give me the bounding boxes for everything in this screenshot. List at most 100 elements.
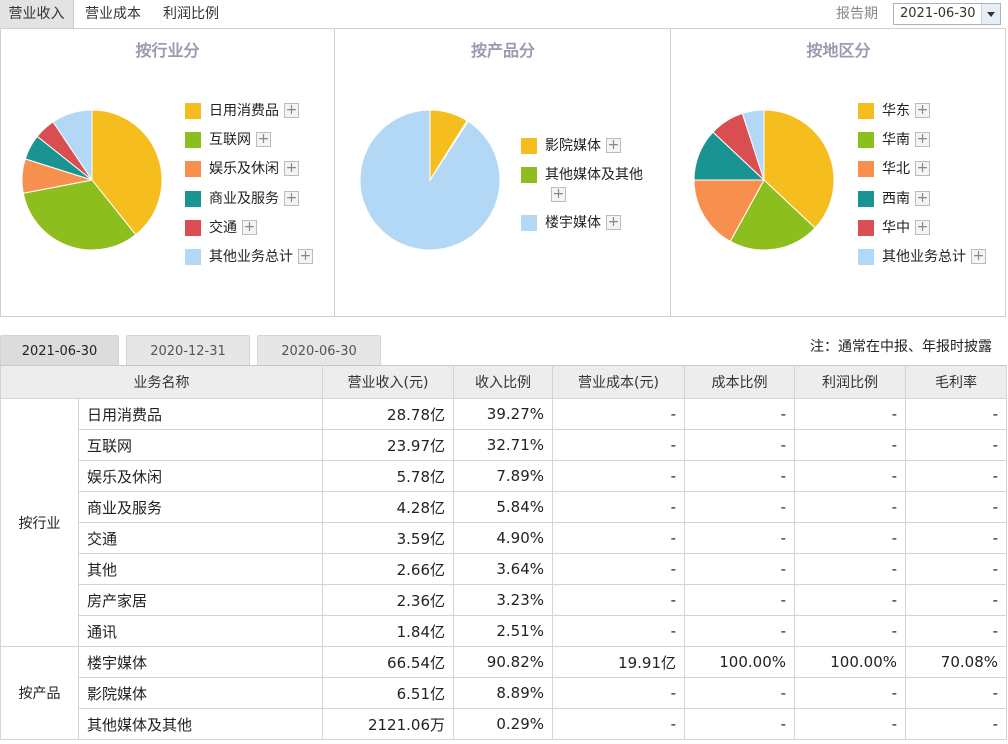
legend-label: 其他媒体及其他: [545, 167, 643, 184]
cell-value: 2.66亿: [322, 553, 454, 585]
tab-cost[interactable]: 营业成本: [85, 6, 141, 22]
pie-slice[interactable]: [693, 179, 765, 243]
legend-swatch: [858, 190, 874, 207]
legend-label: 华北: [882, 161, 910, 178]
expand-plus-icon[interactable]: +: [971, 248, 986, 264]
expand-plus-icon[interactable]: +: [284, 102, 299, 118]
table-row: 按行业 日用消费品 28.78亿 39.27% - - - -: [0, 398, 1007, 647]
legend-label: 影院媒体: [545, 138, 601, 154]
expand-plus-icon[interactable]: +: [284, 189, 299, 206]
expand-plus-icon[interactable]: +: [551, 186, 566, 203]
disclosure-note: 注：通常在中报、年报时披露: [810, 339, 992, 355]
cell-business-name: 互联网: [78, 429, 323, 461]
table-row: 其他媒体及其他 2121.06万 0.29% - - - -: [1, 708, 1007, 740]
report-period-value: 2021-06-30: [900, 6, 976, 21]
cell-value: 7.89%: [453, 460, 553, 492]
legend-label: 商业及服务: [209, 190, 279, 207]
cell-value: -: [794, 615, 906, 647]
cell-value: -: [684, 460, 795, 492]
cell-value: -: [794, 460, 906, 492]
period-tab-2021-06-30[interactable]: 2021-06-30: [0, 335, 119, 365]
cell-value: -: [905, 553, 1007, 585]
expand-plus-icon[interactable]: +: [298, 248, 313, 264]
legend-label: 华中: [882, 219, 910, 236]
legend-swatch: [185, 190, 201, 207]
cell-value: 23.97亿: [322, 429, 454, 461]
expand-plus-icon[interactable]: +: [915, 102, 930, 118]
cell-business-name: 影院媒体: [78, 677, 323, 709]
legend-label: 日用消费品: [209, 103, 279, 119]
cell-value: -: [794, 429, 906, 461]
cell-business-name: 其他: [78, 553, 323, 585]
cell-value: -: [552, 677, 685, 709]
row-group-label: 按行业: [0, 398, 79, 647]
tab-profit-ratio[interactable]: 利润比例: [163, 6, 219, 22]
pie-slice[interactable]: [359, 109, 501, 251]
pie-slice[interactable]: [741, 109, 765, 181]
cell-value: -: [684, 522, 795, 554]
cell-business-name: 商业及服务: [78, 491, 323, 523]
report-period-select[interactable]: 2021-06-30: [893, 3, 1001, 25]
pie-slice[interactable]: [729, 179, 816, 251]
expand-plus-icon[interactable]: +: [242, 218, 257, 235]
expand-plus-icon[interactable]: +: [606, 137, 621, 153]
cell-business-name: 其他媒体及其他: [78, 708, 323, 740]
cell-value: -: [552, 522, 685, 554]
table-row: 互联网 23.97亿 32.71% - - - -: [1, 429, 1007, 461]
legend-swatch: [185, 161, 201, 178]
period-tab-2020-12-31[interactable]: 2020-12-31: [126, 335, 250, 365]
chevron-down-icon[interactable]: [981, 4, 1000, 24]
cell-value: 8.89%: [453, 677, 553, 709]
cell-value: 5.84%: [453, 491, 553, 523]
legend-swatch: [185, 132, 201, 149]
cell-business-name: 日用消费品: [78, 398, 323, 430]
cell-value: -: [552, 398, 685, 430]
pie-slice[interactable]: [22, 179, 137, 251]
cell-business-name: 娱乐及休闲: [78, 460, 323, 492]
cell-value: 19.91亿: [552, 646, 685, 678]
cell-value: -: [794, 553, 906, 585]
period-tab-2020-06-30[interactable]: 2020-06-30: [257, 335, 381, 365]
cell-value: -: [684, 677, 795, 709]
cell-business-name: 房产家居: [78, 584, 323, 616]
legend-label: 互联网: [209, 132, 251, 149]
cell-value: 5.78亿: [322, 460, 454, 492]
cell-value: -: [905, 398, 1007, 430]
legend-swatch: [858, 249, 874, 265]
cell-value: -: [552, 491, 685, 523]
pie-slice[interactable]: [91, 109, 163, 236]
tab-revenue[interactable]: 营业收入: [0, 0, 74, 28]
cell-value: -: [905, 677, 1007, 709]
cell-value: 32.71%: [453, 429, 553, 461]
header-revenue: 营业收入(元): [322, 365, 454, 399]
table-row: 其他 2.66亿 3.64% - - - -: [1, 553, 1007, 585]
pie-slice[interactable]: [763, 109, 835, 229]
panel-by-region: 按地区分 华东 + 华南 + 华北 + 西南 + 华中 + 其他业务总计 +: [670, 29, 1006, 316]
expand-plus-icon[interactable]: +: [915, 131, 930, 148]
legend-label: 华东: [882, 103, 910, 119]
expand-plus-icon[interactable]: +: [284, 160, 299, 177]
panel-title: 按行业分: [135, 41, 200, 60]
table-row: 交通 3.59亿 4.90% - - - -: [1, 522, 1007, 554]
cell-value: 28.78亿: [322, 398, 454, 430]
cell-value: -: [794, 398, 906, 430]
cell-value: -: [552, 553, 685, 585]
header-revenue-ratio: 收入比例: [453, 365, 553, 399]
panel-title: 按地区分: [806, 41, 871, 60]
expand-plus-icon[interactable]: +: [915, 189, 930, 206]
expand-plus-icon[interactable]: +: [606, 214, 621, 231]
legend-label: 其他业务总计: [882, 249, 966, 265]
panel-by-industry: 按行业分 日用消费品 + 互联网 + 娱乐及休闲 + 商业及服务 + 交通 + 其他业务总计 +: [1, 29, 334, 316]
cell-business-name: 交通: [78, 522, 323, 554]
expand-plus-icon[interactable]: +: [256, 131, 271, 148]
cell-value: -: [905, 708, 1007, 740]
table-row: 按产品 楼宇媒体 66.54亿 90.82% 19.91亿 100.00% 100.00% 7…: [0, 646, 1007, 740]
legend-swatch: [858, 161, 874, 178]
pie-slice[interactable]: [52, 109, 93, 182]
cell-value: -: [794, 522, 906, 554]
cell-value: -: [905, 460, 1007, 492]
cell-value: 39.27%: [453, 398, 553, 430]
expand-plus-icon[interactable]: +: [915, 218, 930, 235]
cell-value: 4.90%: [453, 522, 553, 554]
expand-plus-icon[interactable]: +: [915, 160, 930, 177]
